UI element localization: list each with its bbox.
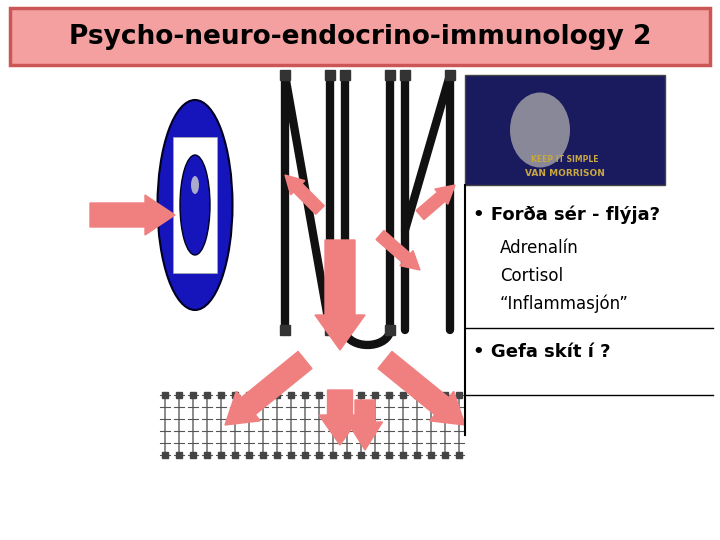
FancyBboxPatch shape	[10, 8, 710, 65]
Bar	[344, 452, 350, 458]
Bar	[442, 392, 448, 398]
Bar	[386, 452, 392, 458]
Bar	[204, 452, 210, 458]
Bar	[316, 392, 322, 398]
Bar	[400, 392, 406, 398]
Bar	[400, 70, 410, 80]
Bar	[162, 392, 168, 398]
Bar	[246, 452, 252, 458]
Ellipse shape	[510, 92, 570, 167]
Bar	[190, 452, 196, 458]
Bar	[428, 392, 434, 398]
Text: Psycho-neuro-endocrino-immunology 2: Psycho-neuro-endocrino-immunology 2	[69, 24, 651, 50]
Text: KEEP IT SIMPLE: KEEP IT SIMPLE	[531, 156, 599, 165]
Bar	[232, 392, 238, 398]
Bar	[302, 452, 308, 458]
Bar	[218, 452, 224, 458]
Bar	[442, 452, 448, 458]
Bar	[340, 70, 350, 80]
Bar	[414, 392, 420, 398]
Bar	[344, 392, 350, 398]
Bar	[386, 392, 392, 398]
Bar	[288, 392, 294, 398]
Bar	[340, 325, 350, 335]
Bar	[325, 70, 335, 80]
Text: Cortisol: Cortisol	[500, 267, 563, 285]
FancyArrow shape	[416, 185, 455, 220]
Ellipse shape	[191, 176, 199, 194]
Ellipse shape	[158, 100, 233, 310]
FancyArrow shape	[348, 400, 382, 450]
Bar	[288, 452, 294, 458]
Bar	[260, 392, 266, 398]
FancyArrow shape	[319, 390, 361, 445]
Bar	[246, 392, 252, 398]
Text: • Forða sér - flýja?: • Forða sér - flýja?	[473, 206, 660, 224]
Bar	[232, 452, 238, 458]
Bar	[456, 392, 462, 398]
Bar	[456, 452, 462, 458]
Bar	[465, 75, 665, 185]
FancyArrow shape	[90, 195, 175, 235]
Bar	[218, 392, 224, 398]
Bar	[385, 70, 395, 80]
Bar	[445, 70, 455, 80]
Text: Adrenalín: Adrenalín	[500, 239, 579, 257]
Bar	[302, 392, 308, 398]
FancyArrow shape	[378, 352, 465, 425]
FancyArrow shape	[315, 240, 365, 350]
Bar	[428, 452, 434, 458]
Bar	[162, 452, 168, 458]
Bar	[274, 392, 280, 398]
Bar	[280, 325, 290, 335]
Bar	[385, 325, 395, 335]
Bar	[316, 452, 322, 458]
Text: VAN MORRISON: VAN MORRISON	[525, 168, 605, 178]
Text: “Inflammasjón”: “Inflammasjón”	[500, 295, 629, 313]
Bar	[414, 452, 420, 458]
Bar	[330, 452, 336, 458]
Bar	[176, 392, 182, 398]
Bar	[330, 392, 336, 398]
Bar	[325, 325, 335, 335]
Bar	[176, 452, 182, 458]
Ellipse shape	[180, 155, 210, 255]
Bar	[400, 452, 406, 458]
Bar	[190, 392, 196, 398]
FancyArrow shape	[225, 352, 312, 425]
Bar	[274, 452, 280, 458]
Bar	[372, 392, 378, 398]
Bar	[280, 70, 290, 80]
Bar	[204, 392, 210, 398]
FancyArrow shape	[285, 175, 324, 214]
Bar	[260, 452, 266, 458]
Bar	[358, 392, 364, 398]
FancyBboxPatch shape	[173, 137, 217, 273]
Bar	[358, 452, 364, 458]
Bar	[372, 452, 378, 458]
FancyArrow shape	[376, 231, 420, 270]
Text: • Gefa skít í ?: • Gefa skít í ?	[473, 343, 611, 361]
